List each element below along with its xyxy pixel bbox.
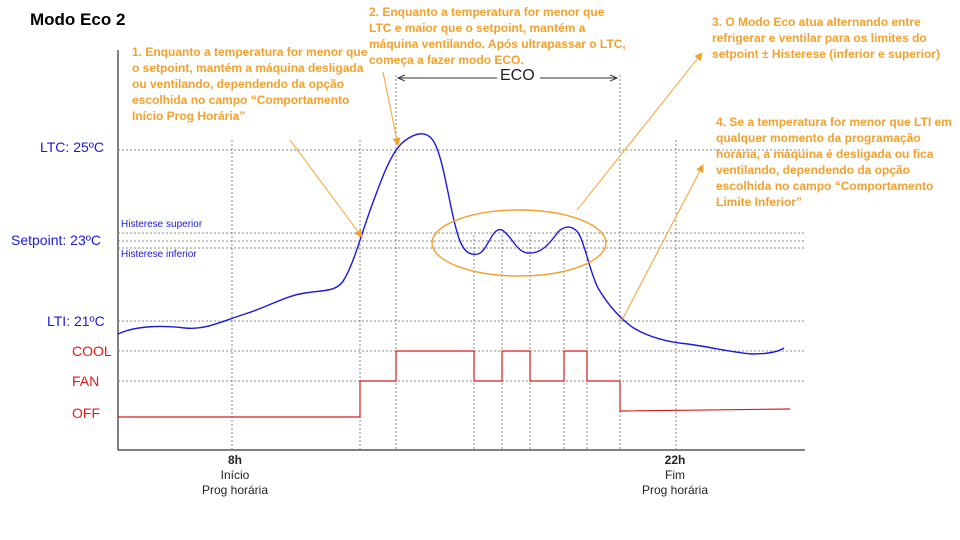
annotation-note-4: 4. Se a temperatura for menor que LTI em… xyxy=(716,115,952,209)
note-2-arrow xyxy=(382,71,401,146)
ltc-label: LTC: 25ºC xyxy=(40,139,104,155)
start-line2: Prog horária xyxy=(201,483,269,497)
histerese-inferior-label: Histerese inferior xyxy=(121,249,197,260)
eco-label: ECO xyxy=(500,67,535,84)
histerese-superior-label: Histerese superior xyxy=(121,219,203,230)
end-line2: Prog horária xyxy=(641,483,709,497)
note-3-arrow xyxy=(576,52,703,211)
note-4-arrow xyxy=(620,164,704,323)
note-1-arrow xyxy=(289,139,363,238)
state-line xyxy=(118,350,791,418)
fan-label: FAN xyxy=(72,373,100,389)
end-time-label: 22h Fim Prog horária xyxy=(625,453,725,498)
lti-label: LTI: 21ºC xyxy=(47,313,105,329)
start-time-label: 8h Início Prog horária xyxy=(185,453,285,498)
horizontal-gridlines xyxy=(118,149,805,382)
start-hour: 8h xyxy=(227,453,242,467)
vertical-gridlines xyxy=(231,75,677,450)
cool-label: COOL xyxy=(72,343,112,359)
eco-ellipse xyxy=(431,209,607,277)
annotation-note-1: 1. Enquanto a temperatura for menor que … xyxy=(132,45,368,123)
off-label: OFF xyxy=(72,405,100,421)
diagram-title: Modo Eco 2 xyxy=(30,10,126,29)
start-line1: Início xyxy=(220,468,250,482)
end-line1: Fim xyxy=(665,468,685,482)
annotation-note-3: 3. O Modo Eco atua alternando entre refr… xyxy=(712,15,940,61)
annotation-note-2: 2. Enquanto a temperatura for menor que … xyxy=(369,5,626,67)
end-hour: 22h xyxy=(664,453,686,467)
setpoint-label: Setpoint: 23ºC xyxy=(11,232,101,248)
temperature-curve xyxy=(117,133,785,355)
